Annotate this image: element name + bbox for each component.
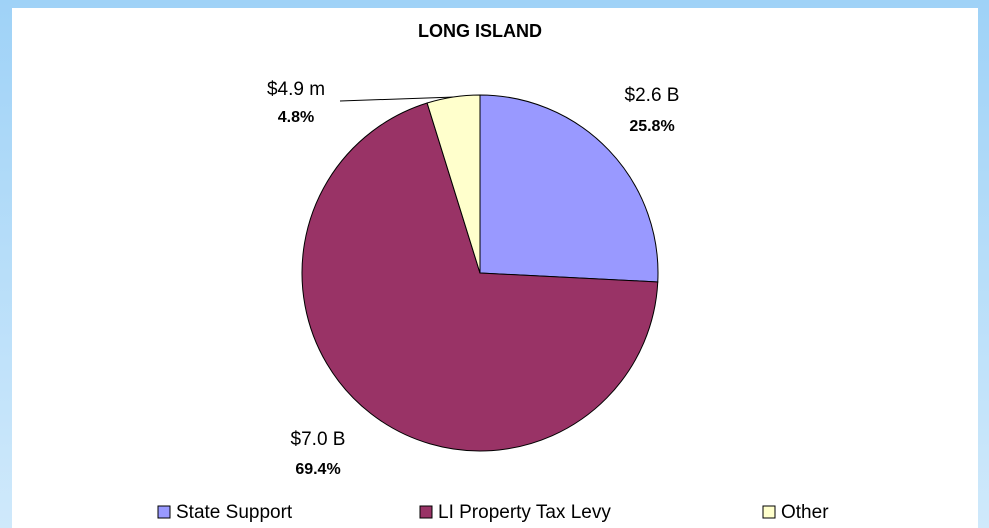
percent-label: 25.8% [629, 118, 674, 135]
leader-line [339, 96, 456, 102]
amount-label: $4.9 m [267, 79, 325, 100]
legend-swatch [762, 505, 776, 519]
legend-swatch [157, 505, 171, 519]
pie-slice [301, 102, 659, 452]
percent-label: 69.4% [295, 461, 340, 478]
amount-label: $2.6 B [625, 85, 680, 106]
legend-label: Other [781, 502, 829, 523]
chart-title: LONG ISLAND [418, 21, 542, 41]
amount-label: $7.0 B [291, 429, 346, 450]
percent-label: 4.8% [278, 109, 314, 126]
pie-slice [426, 94, 481, 274]
legend-label: LI Property Tax Levy [438, 502, 611, 523]
legend-label: State Support [176, 502, 293, 523]
legend-swatch [419, 505, 433, 519]
pie-slice [479, 94, 659, 283]
